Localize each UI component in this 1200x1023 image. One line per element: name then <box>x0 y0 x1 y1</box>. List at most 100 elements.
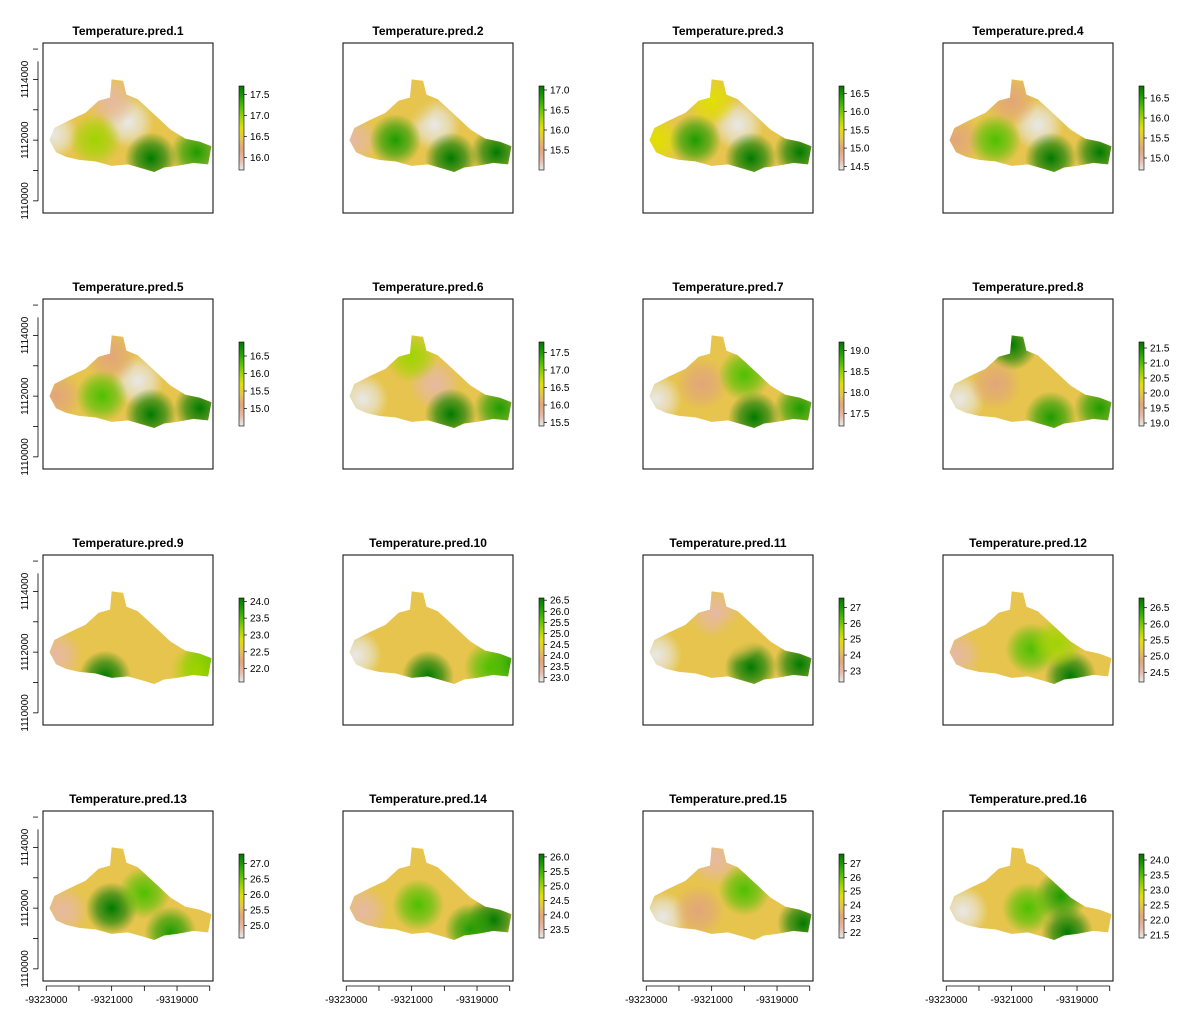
raster-hotspot <box>118 866 171 919</box>
raster-hotspot <box>349 373 389 426</box>
raster-field <box>349 847 512 940</box>
legend-tick-label: 23 <box>850 914 862 925</box>
plot-frame <box>942 42 1114 214</box>
raster-hotspot <box>124 388 177 428</box>
legend-tick-label: 26.5 <box>1150 603 1170 614</box>
legend-tick-label: 20.5 <box>1150 374 1170 385</box>
raster-hotspot <box>464 641 512 684</box>
legend-tick-label: 26.0 <box>550 607 570 618</box>
plot-frame <box>942 810 1114 982</box>
panel-1: Temperature.pred.1 17.5 17.0 16.5 16.0 111000… <box>20 24 270 220</box>
raster-field <box>349 591 512 684</box>
legend-tick-label: 23.0 <box>250 630 270 641</box>
x-tick-label: -9323000 <box>25 995 68 1006</box>
plot-frame <box>342 810 514 982</box>
y-tick-label: 1114000 <box>20 572 31 610</box>
x-tick-label: -9319000 <box>156 995 199 1006</box>
raster-hotspot <box>711 610 764 663</box>
legend-tick-label: 17.0 <box>550 366 570 377</box>
panel-9: Temperature.pred.9 24.0 23.5 23.0 22.5 22.0 11… <box>20 536 270 732</box>
raster-hotspot <box>424 132 477 172</box>
legend-tick-label: 21.5 <box>1150 931 1170 942</box>
plot-frame <box>42 810 214 982</box>
color-legend: 24.0 23.5 23.0 22.5 22.0 21.5 <box>1138 853 1170 942</box>
legend-tick-label: 16.0 <box>550 126 570 137</box>
panel-13: Temperature.pred.13 27.0 26.5 26.0 25.5 25.0 1… <box>20 792 270 1006</box>
panel-title: Temperature.pred.13 <box>69 792 187 806</box>
x-axis: -9323000 -9321000 -9319000 <box>325 985 511 1006</box>
legend-tick-label: 15.0 <box>1150 154 1170 165</box>
panel-16: Temperature.pred.1624.023.523.022.522.02… <box>925 792 1170 1006</box>
x-tick-label: -9319000 <box>1056 995 1099 1006</box>
raster-hotspot <box>985 335 1038 371</box>
legend-tick-label: 27 <box>850 603 862 614</box>
legend-tick-label: 14.5 <box>850 162 870 173</box>
raster-hotspot <box>79 650 132 684</box>
legend-tick-label: 24.5 <box>550 640 570 651</box>
y-tick-label: 1112000 <box>20 889 31 927</box>
y-axis: 1110000 1112000 1114000 <box>20 48 39 220</box>
raster-hotspot <box>444 903 497 940</box>
raster-hotspot <box>173 382 212 428</box>
panel-2: Temperature.pred.2 17.0 16.5 16.0 15.5 <box>342 24 570 214</box>
y-tick-label: 1112000 <box>20 121 31 159</box>
legend-bar <box>538 341 545 427</box>
legend-tick-label: 16.5 <box>550 383 570 394</box>
legend-tick-label: 16.5 <box>250 132 270 143</box>
legend-bar <box>1138 597 1145 683</box>
y-tick-label: 1110000 <box>20 438 31 476</box>
color-legend: 17.5 17.0 16.5 16.0 15.5 <box>538 341 570 429</box>
legend-tick-label: 23.5 <box>1150 871 1170 882</box>
legend-tick-label: 23 <box>850 666 862 677</box>
color-legend: 21.5 21.0 20.5 20.0 19.5 19.0 <box>1138 341 1170 430</box>
panel-title: Temperature.pred.3 <box>672 24 783 38</box>
panel-7: Temperature.pred.7 19.0 18.5 18.0 17.5 <box>642 280 870 470</box>
raster-hotspot <box>402 650 454 684</box>
raster-hotspot <box>728 391 781 428</box>
panel-title: Temperature.pred.9 <box>72 536 183 550</box>
legend-tick-label: 16.0 <box>250 153 270 164</box>
legend-bar <box>538 597 545 683</box>
raster-hotspot <box>349 629 383 682</box>
raster-field <box>649 335 812 428</box>
legend-tick-label: 26.5 <box>550 596 570 607</box>
panel-title: Temperature.pred.4 <box>972 24 1083 38</box>
legend-tick-label: 17.5 <box>250 90 270 101</box>
legend-tick-label: 22 <box>850 928 862 939</box>
raster-field <box>49 591 212 684</box>
raster-hotspot <box>773 382 812 428</box>
panel-grid: Temperature.pred.1 17.5 17.0 16.5 16.0 111000… <box>20 24 1170 1006</box>
color-legend: 16.5 16.0 15.5 15.0 <box>238 341 270 427</box>
y-tick-label: 1110000 <box>20 694 31 732</box>
panel-6: Temperature.pred.6 17.5 17.0 16.5 16.0 15.5 <box>342 280 570 470</box>
legend-tick-label: 23.0 <box>550 673 570 684</box>
legend-tick-label: 26.5 <box>250 874 270 885</box>
raster-field <box>649 79 812 172</box>
raster-hotspot <box>777 897 812 940</box>
raster-field <box>649 591 812 684</box>
raster-hotspot <box>724 132 777 172</box>
legend-tick-label: 17.0 <box>550 86 570 97</box>
raster-hotspot <box>144 906 197 940</box>
legend-tick-label: 15.5 <box>850 125 870 136</box>
legend-tick-label: 22.5 <box>1150 901 1170 912</box>
legend-tick-label: 26.0 <box>250 890 270 901</box>
panel-title: Temperature.pred.6 <box>372 280 483 294</box>
legend-tick-label: 21.0 <box>1150 359 1170 370</box>
legend-bar <box>238 85 245 171</box>
y-tick-label: 1114000 <box>20 828 31 866</box>
color-legend: 24.0 23.5 23.0 22.5 22.0 <box>238 597 270 683</box>
panel-14: Temperature.pred.1426.025.525.024.524.02… <box>325 792 570 1006</box>
legend-tick-label: 25.5 <box>550 867 570 878</box>
legend-tick-label: 25.0 <box>550 881 570 892</box>
raster-field <box>49 847 212 940</box>
y-tick-label: 1114000 <box>20 60 31 98</box>
legend-tick-label: 24.5 <box>1150 668 1170 679</box>
panel-title: Temperature.pred.14 <box>369 792 487 806</box>
x-tick-label: -9323000 <box>925 995 968 1006</box>
y-axis: 1110000 1112000 1114000 <box>20 304 39 476</box>
raster-field <box>49 335 212 428</box>
raster-hotspot <box>773 126 812 172</box>
plot-frame <box>342 42 514 214</box>
plot-frame <box>342 554 514 726</box>
